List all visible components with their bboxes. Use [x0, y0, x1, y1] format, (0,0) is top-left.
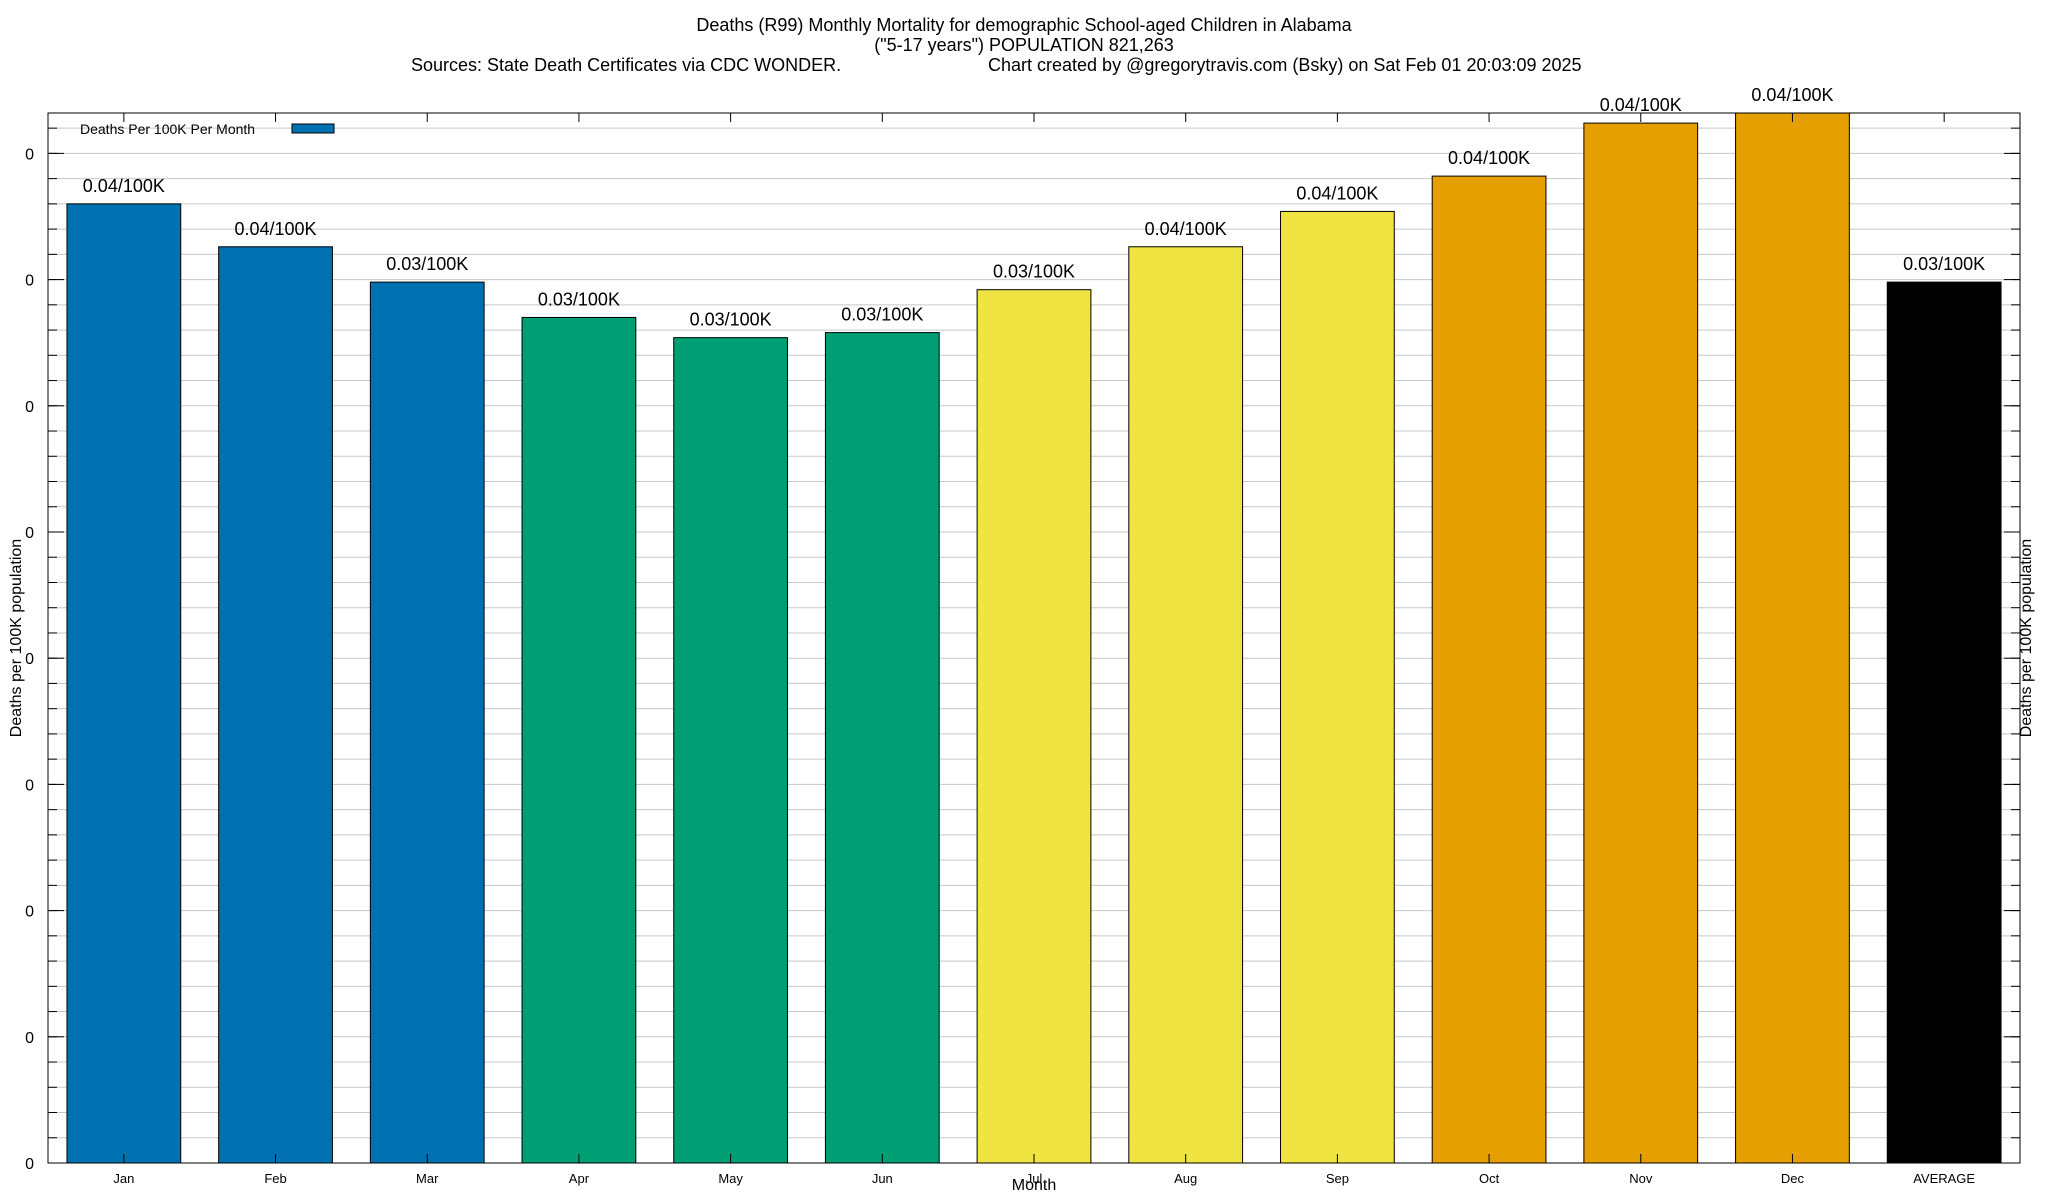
y-tick-label: 0	[25, 273, 34, 290]
x-tick-label: Apr	[569, 1171, 590, 1186]
bar-nov	[1583, 122, 1699, 1164]
x-tick-label: Jun	[872, 1171, 893, 1186]
bar-jun	[824, 332, 940, 1164]
y-tick-label: 0	[25, 1156, 34, 1173]
x-tick-label: Oct	[1479, 1171, 1500, 1186]
x-axis-title: Month	[1012, 1177, 1056, 1194]
bar-value-label: 0.04/100K	[1751, 85, 1833, 105]
chart-source: Sources: State Death Certificates via CD…	[411, 55, 841, 75]
legend: Deaths Per 100K Per Month	[80, 121, 335, 137]
bar-value-label: 0.04/100K	[83, 176, 165, 196]
bar-value-labels: 0.04/100K 0.04/100K 0.03/100K 0.03/100K 0.03…	[83, 85, 1985, 330]
y-tick-label: 0	[25, 399, 34, 416]
x-tick-label: Jul	[1026, 1171, 1043, 1186]
chart-credit: Chart created by @gregorytravis.com (Bsk…	[988, 55, 1582, 75]
bar-value-label: 0.04/100K	[1145, 219, 1227, 239]
bar-jan	[66, 203, 182, 1164]
bar-dec	[1735, 112, 1850, 1164]
y-axis-title-right: Deaths per 100K population	[2018, 539, 2035, 737]
legend-label: Deaths Per 100K Per Month	[80, 121, 255, 137]
x-tick-label: May	[718, 1171, 743, 1186]
y-axis-title-left: Deaths per 100K population	[8, 539, 25, 737]
x-tick-label: Aug	[1174, 1171, 1197, 1186]
bar-sep	[1280, 210, 1395, 1164]
bar-average	[1886, 281, 2002, 1164]
bar-value-label: 0.04/100K	[1296, 183, 1378, 203]
y-tick-label: 0	[25, 777, 34, 794]
bar-value-label: 0.03/100K	[538, 289, 620, 309]
bar-value-label: 0.03/100K	[690, 310, 772, 330]
y-tick-label: 0	[25, 146, 34, 163]
y-tick-label: 0	[25, 651, 34, 668]
chart-title: Deaths (R99) Monthly Mortality for demog…	[696, 15, 1352, 35]
bar-value-label: 0.03/100K	[1903, 254, 1985, 274]
x-tick-label: Feb	[264, 1171, 286, 1186]
y-tick-label: 0	[25, 525, 34, 542]
bar-value-label: 0.04/100K	[1448, 148, 1530, 168]
bar-apr	[521, 316, 637, 1164]
x-tick-label: AVERAGE	[1913, 1171, 1975, 1186]
x-tick-label: Jan	[113, 1171, 134, 1186]
x-tick-label: Nov	[1629, 1171, 1653, 1186]
legend-swatch	[291, 123, 335, 134]
chart-subtitle: ("5-17 years") POPULATION 821,263	[874, 35, 1174, 55]
bar-oct	[1431, 175, 1547, 1164]
y-tick-label: 0	[25, 1030, 34, 1047]
x-tick-label: Sep	[1326, 1171, 1349, 1186]
y-tick-label: 0	[25, 904, 34, 921]
bar-value-label: 0.03/100K	[841, 305, 923, 325]
bar-aug	[1128, 246, 1244, 1164]
bar-feb	[218, 246, 333, 1164]
bar-may	[673, 337, 789, 1164]
plot-frame	[47, 112, 2021, 1164]
bar-value-label: 0.03/100K	[993, 262, 1075, 282]
x-tick-label: Dec	[1781, 1171, 1805, 1186]
bar-value-label: 0.03/100K	[386, 254, 468, 274]
bar-jul	[976, 289, 1092, 1164]
bar-value-label: 0.04/100K	[1600, 95, 1682, 115]
x-tick-label: Mar	[416, 1171, 439, 1186]
x-tick-labels: Jan Feb Mar Apr May Jun Jul Aug Sep Oct Nov Dec AVER…	[113, 113, 1975, 1186]
bar-value-label: 0.04/100K	[234, 219, 316, 239]
bar-mar	[369, 281, 485, 1164]
